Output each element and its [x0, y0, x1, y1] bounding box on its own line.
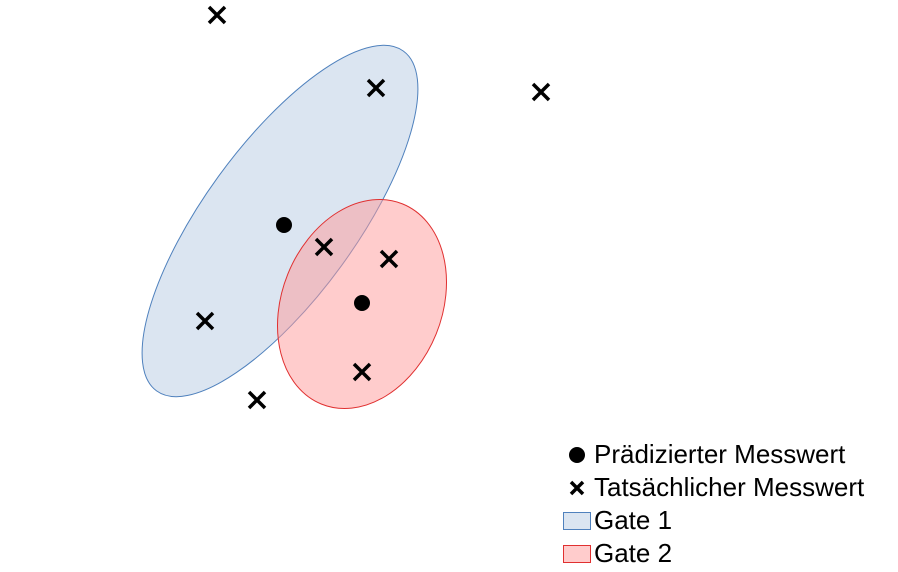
legend-label-predicted: Prädizierter Messwert: [594, 439, 846, 469]
actual-measurement-2: [366, 78, 386, 98]
predicted-measurement-2: [354, 295, 370, 311]
legend: Prädizierter Messwert Tatsächlicher Mess…: [562, 438, 898, 570]
actual-measurement-4: [314, 237, 334, 257]
legend-item-gate-2: Gate 2: [562, 537, 898, 570]
actual-measurement-8: [247, 390, 267, 410]
gate-2-swatch-icon: [562, 537, 592, 570]
legend-item-gate-1: Gate 1: [562, 504, 898, 537]
legend-item-actual: Tatsächlicher Messwert: [562, 471, 898, 504]
legend-item-predicted: Prädizierter Messwert: [562, 438, 898, 471]
gate-1-swatch-icon: [562, 504, 592, 537]
predicted-measurement-1: [276, 217, 292, 233]
actual-measurement-3: [531, 82, 551, 102]
legend-label-gate-1: Gate 1: [594, 505, 673, 535]
legend-label-actual: Tatsächlicher Messwert: [594, 472, 865, 502]
x-cross-icon: [562, 471, 592, 504]
actual-measurement-7: [352, 362, 372, 382]
actual-measurement-5: [379, 249, 399, 269]
filled-circle-icon: [562, 438, 592, 471]
actual-measurement-1: [207, 5, 227, 25]
actual-measurement-6: [195, 311, 215, 331]
legend-label-gate-2: Gate 2: [594, 538, 673, 568]
